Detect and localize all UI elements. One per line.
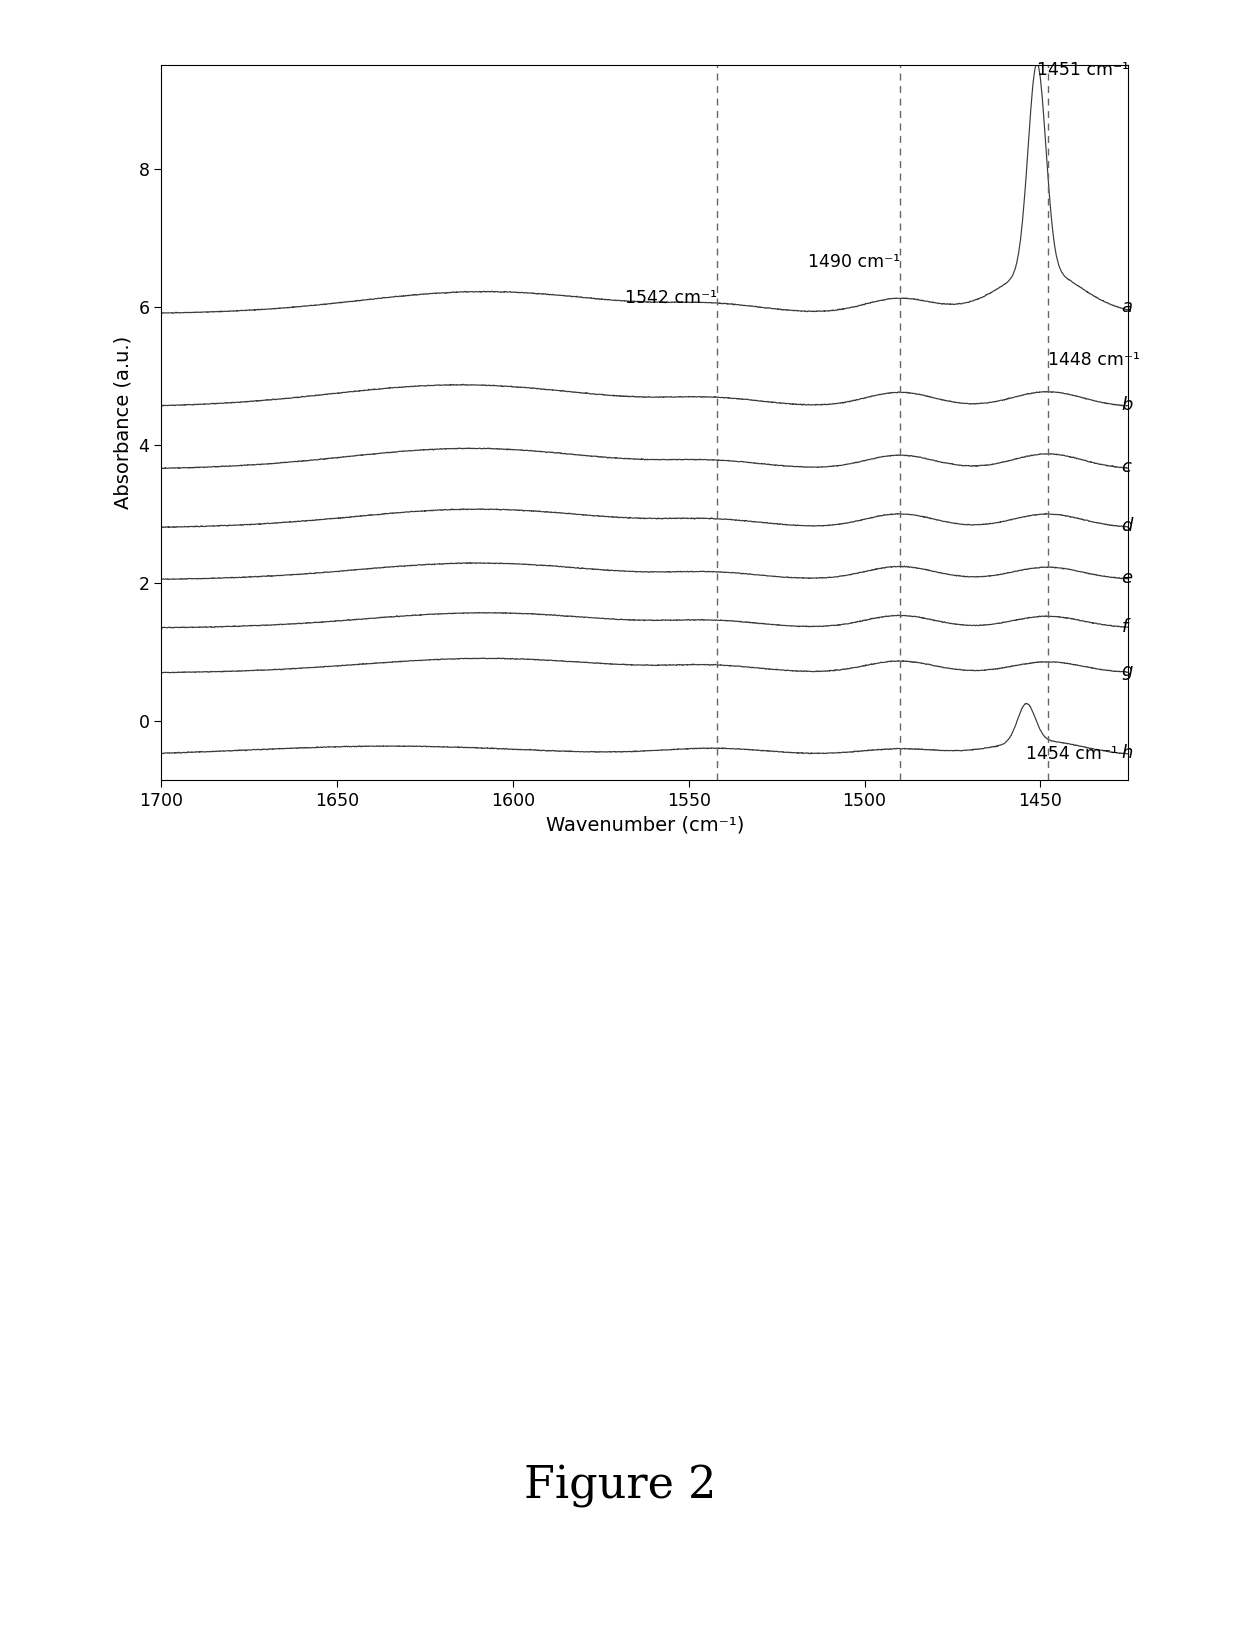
Text: g: g — [1121, 663, 1133, 681]
Text: c: c — [1121, 458, 1131, 476]
Text: f: f — [1121, 618, 1127, 635]
Text: 1454 cm⁻¹: 1454 cm⁻¹ — [1027, 746, 1118, 764]
Text: e: e — [1121, 569, 1132, 587]
Text: 1448 cm⁻¹: 1448 cm⁻¹ — [1048, 351, 1140, 369]
X-axis label: Wavenumber (cm⁻¹): Wavenumber (cm⁻¹) — [546, 816, 744, 834]
Text: h: h — [1121, 744, 1133, 762]
Text: Figure 2: Figure 2 — [523, 1466, 717, 1508]
Y-axis label: Absorbance (a.u.): Absorbance (a.u.) — [114, 336, 133, 509]
Text: 1451 cm⁻¹: 1451 cm⁻¹ — [1037, 60, 1130, 80]
Text: 1490 cm⁻¹: 1490 cm⁻¹ — [807, 254, 900, 271]
Text: b: b — [1121, 396, 1133, 414]
Text: d: d — [1121, 517, 1133, 535]
Text: a: a — [1121, 299, 1132, 317]
Text: 1542 cm⁻¹: 1542 cm⁻¹ — [625, 289, 717, 307]
